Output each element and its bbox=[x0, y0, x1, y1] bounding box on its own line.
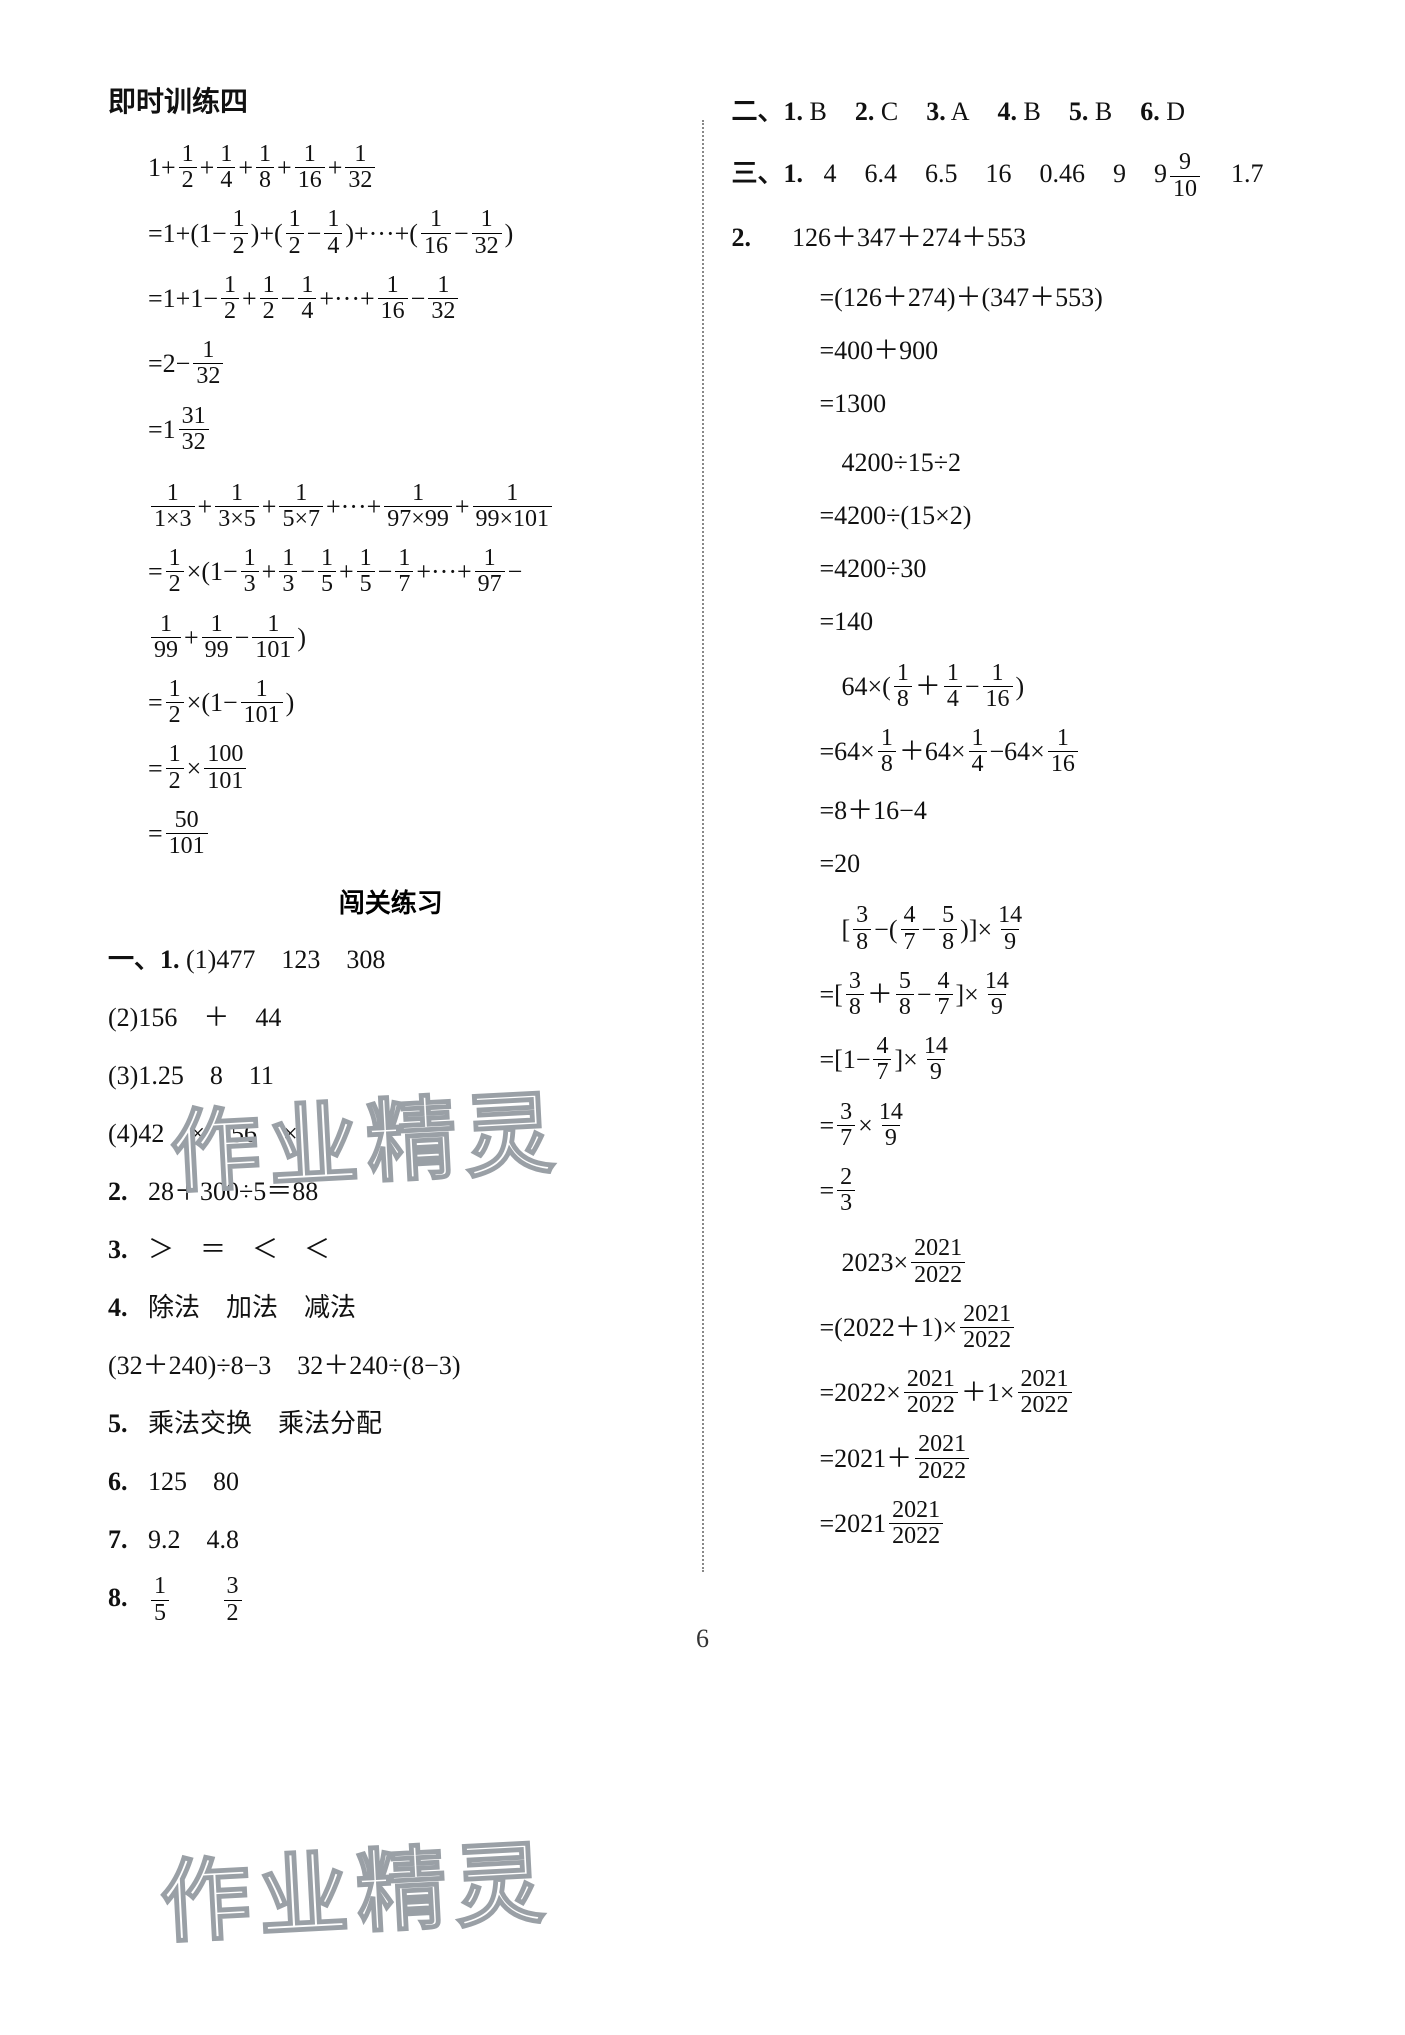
s3-q1-values: 46.46.5160.46999101.7 bbox=[824, 159, 1264, 188]
math-line: 11×3+13×5+15×7+···+197×99+199×101 bbox=[148, 481, 674, 532]
q1-label: 1. bbox=[160, 945, 180, 974]
calc-d-rest: =[38＋58−47]×149 =[1−47]×149 =37×149 =23 bbox=[820, 969, 1298, 1217]
math-line: =(2022＋1)×20212022 bbox=[820, 1302, 1298, 1353]
calc-c-rest: =64×18＋64×14−64×116 =8＋16−4 =20 bbox=[820, 726, 1298, 883]
q7: 7. 9.2 4.8 bbox=[108, 1514, 674, 1566]
q1-1: (1)477 123 308 bbox=[186, 945, 385, 974]
calc-a: =(126＋274)＋(347＋553) =400＋900 =1300 bbox=[820, 278, 1298, 423]
section-3: 三、1. 46.46.5160.46999101.7 2. 126＋347＋27… bbox=[732, 148, 1298, 1549]
section-1: 一、1. (1)477 123 308 (2)156 ＋ 44 (3)1.25 … bbox=[108, 934, 674, 1626]
calc-a-0: 126＋347＋274＋553 bbox=[792, 223, 1026, 252]
math-line: =1300 bbox=[820, 384, 1298, 423]
math-line: =2021＋20212022 bbox=[820, 1432, 1298, 1483]
q4-label: 4. bbox=[108, 1293, 128, 1322]
calc-b: 4200÷15÷2 bbox=[842, 443, 1298, 482]
math-line: =202120212022 bbox=[820, 1498, 1298, 1549]
q6-label: 6. bbox=[108, 1467, 128, 1496]
q1-4: (4)42 × 56 × bbox=[108, 1108, 674, 1160]
q7-label: 7. bbox=[108, 1525, 128, 1554]
math-line: =8＋16−4 bbox=[820, 791, 1298, 830]
q3: 3. ＞ ＝ ＜ ＜ bbox=[108, 1224, 674, 1276]
math-line: =12×(1−1101) bbox=[148, 677, 674, 728]
q5: 5. 乘法交换 乘法分配 bbox=[108, 1398, 674, 1450]
calc-d-first: [38−(47−58)]×149 bbox=[842, 903, 1298, 954]
q5-text: 乘法交换 乘法分配 bbox=[148, 1409, 382, 1438]
s3-label: 三、 bbox=[732, 159, 784, 188]
math-line: 199+199−1101) bbox=[148, 612, 674, 663]
q4-line1: 除法 加法 减法 bbox=[148, 1293, 356, 1322]
q1-3: (3)1.25 8 11 bbox=[108, 1050, 674, 1102]
math-line: =50101 bbox=[148, 808, 674, 859]
math-line: =64×18＋64×14−64×116 bbox=[820, 726, 1298, 777]
math-line: =23 bbox=[820, 1165, 1298, 1216]
math-line: =140 bbox=[820, 602, 1298, 641]
s3-q1-label: 1. bbox=[784, 159, 804, 188]
section-title: 即时训练四 bbox=[108, 80, 674, 120]
math-line: =1+1−12+12−14+···+116−132 bbox=[148, 273, 674, 324]
q2-text: 28＋300÷5＝88 bbox=[148, 1177, 318, 1206]
calc-e-first: 2023×20212022 bbox=[842, 1236, 1298, 1287]
s3-q1: 三、1. 46.46.5160.46999101.7 bbox=[732, 148, 1298, 202]
calc-c-0: 64×(18＋14−116) bbox=[842, 661, 1298, 712]
math-line: =4200÷30 bbox=[820, 549, 1298, 588]
q3-label: 3. bbox=[108, 1235, 128, 1264]
calc-c-first: 64×(18＋14−116) bbox=[842, 661, 1298, 712]
q1-2: (2)156 ＋ 44 bbox=[108, 992, 674, 1044]
q4: 4. 除法 加法 减法 bbox=[108, 1282, 674, 1334]
math-line: =[38＋58−47]×149 bbox=[820, 969, 1298, 1020]
math-line: =2022×20212022＋1×20212022 bbox=[820, 1367, 1298, 1418]
math-line: =400＋900 bbox=[820, 331, 1298, 370]
calc-d-0: [38−(47−58)]×149 bbox=[842, 903, 1298, 954]
section1-label: 一、 bbox=[108, 945, 160, 974]
q6-text: 125 80 bbox=[148, 1467, 239, 1496]
math-line: =13132 bbox=[148, 404, 674, 455]
right-column: 二、1. B2. C3. A4. B5. B6. D 三、1. 46.46.51… bbox=[704, 80, 1316, 1632]
s2-label: 二、 bbox=[732, 97, 784, 126]
calc-b-0: 4200÷15÷2 bbox=[842, 443, 1298, 482]
calc-e-rest: =(2022＋1)×20212022 =2022×20212022＋1×20212… bbox=[820, 1302, 1298, 1550]
math-line: =12×(1−13+13−15+15−17+···+197− bbox=[148, 546, 674, 597]
q4-line2: (32＋240)÷8−3 32＋240÷(8−3) bbox=[108, 1340, 674, 1392]
math-line: =12×100101 bbox=[148, 742, 674, 793]
page-number: 6 bbox=[696, 1624, 709, 1654]
math-line: =(126＋274)＋(347＋553) bbox=[820, 278, 1298, 317]
q7-text: 9.2 4.8 bbox=[148, 1525, 239, 1554]
problem-2: 11×3+13×5+15×7+···+197×99+199×101 =12×(1−… bbox=[148, 481, 674, 859]
math-line: =4200÷(15×2) bbox=[820, 496, 1298, 535]
q6: 6. 125 80 bbox=[108, 1456, 674, 1508]
q2: 2. 28＋300÷5＝88 bbox=[108, 1166, 674, 1218]
page: 作业精灵 作业精灵 即时训练四 1+12+14+18+116+132=1+(1−… bbox=[0, 0, 1405, 1672]
q8-v2: 32 bbox=[221, 1583, 245, 1612]
s3-q2-label-row: 2. 126＋347＋274＋553 bbox=[732, 212, 1298, 264]
math-line: =20 bbox=[820, 844, 1298, 883]
left-column: 即时训练四 1+12+14+18+116+132 =1+(1−12)+(12−14… bbox=[90, 80, 702, 1632]
s3-q2-label: 2. bbox=[732, 223, 752, 252]
s2-items: 1. B2. C3. A4. B5. B6. D bbox=[784, 97, 1186, 126]
calc-e-0: 2023×20212022 bbox=[842, 1236, 1298, 1287]
q5-label: 5. bbox=[108, 1409, 128, 1438]
calc-b-rest: =4200÷(15×2) =4200÷30 =140 bbox=[820, 496, 1298, 641]
q2-label: 2. bbox=[108, 1177, 128, 1206]
q1: 一、1. (1)477 123 308 bbox=[108, 934, 674, 986]
math-line: =2−132 bbox=[148, 338, 674, 389]
q8-label: 8. bbox=[108, 1583, 128, 1612]
math-line: =[1−47]×149 bbox=[820, 1034, 1298, 1085]
sub-title: 闯关练习 bbox=[108, 883, 674, 920]
math-line: =1+(1−12)+(12−14)+···+(116−132) bbox=[148, 207, 674, 258]
math-line: 1+12+14+18+116+132 bbox=[148, 142, 674, 193]
section-2: 二、1. B2. C3. A4. B5. B6. D bbox=[732, 86, 1298, 138]
s2-line: 二、1. B2. C3. A4. B5. B6. D bbox=[732, 86, 1298, 138]
q8: 8. 15 32 bbox=[108, 1572, 674, 1626]
q3-text: ＞ ＝ ＜ ＜ bbox=[148, 1235, 330, 1264]
math-line: =37×149 bbox=[820, 1100, 1298, 1151]
problem-1: 1+12+14+18+116+132 =1+(1−12)+(12−14)+···+… bbox=[148, 142, 674, 455]
watermark-2: 作业精灵 bbox=[157, 1810, 555, 1960]
q8-v1: 15 bbox=[148, 1583, 172, 1612]
